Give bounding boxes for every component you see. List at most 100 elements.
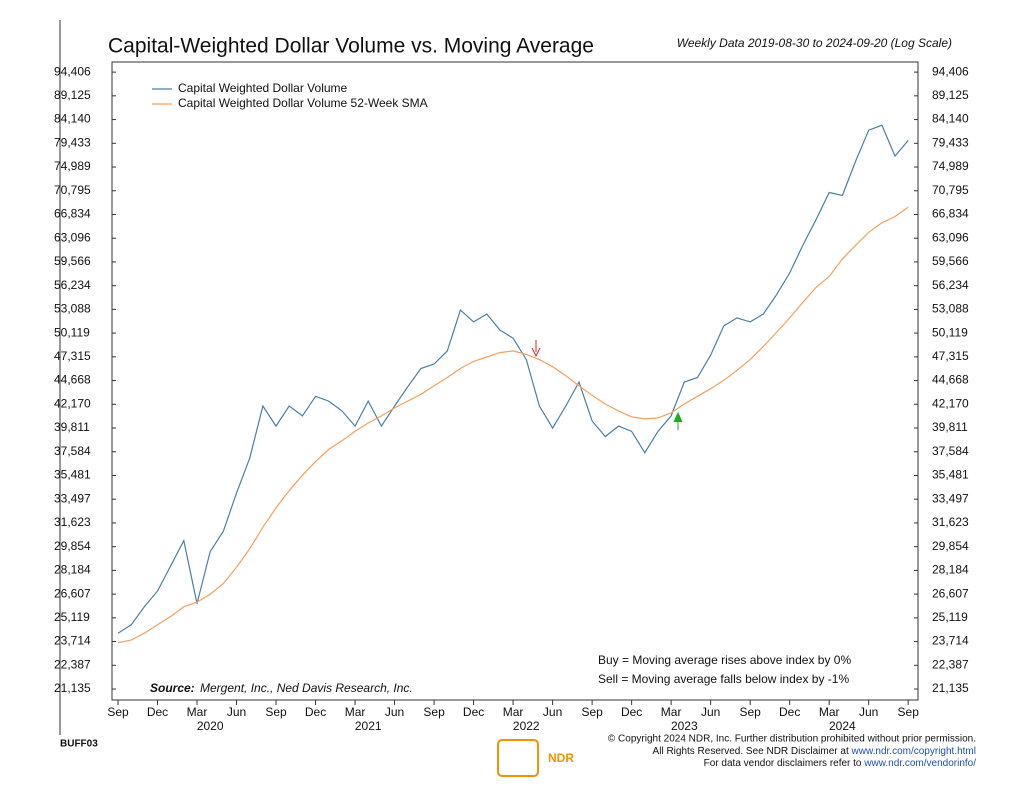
y-tick-label-right: 44,668 bbox=[932, 373, 969, 387]
y-tick-label: 66,834 bbox=[54, 207, 91, 221]
y-tick-label-right: 21,135 bbox=[932, 681, 969, 695]
y-tick-label-right: 89,125 bbox=[932, 88, 969, 102]
y-tick-label-right: 25,119 bbox=[932, 610, 968, 624]
x-tick-label: Dec bbox=[147, 705, 168, 719]
chart-title: Capital-Weighted Dollar Volume vs. Movin… bbox=[108, 35, 594, 58]
x-tick-label: Dec bbox=[779, 705, 800, 719]
x-tick-label: Dec bbox=[463, 705, 484, 719]
y-tick-label-right: 28,184 bbox=[932, 563, 969, 577]
y-tick-label: 42,170 bbox=[54, 396, 91, 410]
disclaimer-text: All Rights Reserved. See NDR Disclaimer … bbox=[653, 746, 849, 757]
x-tick-label: Mar bbox=[345, 705, 366, 719]
x-tick-label: Dec bbox=[305, 705, 326, 719]
y-tick-label: 31,623 bbox=[54, 515, 91, 529]
logo: NDR bbox=[497, 739, 574, 777]
legend-label: Capital Weighted Dollar Volume 52-Week S… bbox=[178, 96, 428, 110]
disclaimer-link[interactable]: www.ndr.com/copyright.html bbox=[851, 746, 977, 757]
x-tick-label: Sep bbox=[739, 705, 761, 719]
x-tick-label: Sep bbox=[581, 705, 603, 719]
copyright: © Copyright 2024 NDR, Inc. Further distr… bbox=[608, 734, 976, 745]
y-tick-label-right: 29,854 bbox=[932, 539, 969, 553]
year-label: 2024 bbox=[829, 719, 856, 733]
logo-text: NDR bbox=[548, 751, 574, 765]
year-label: 2022 bbox=[513, 719, 540, 733]
y-tick-label: 89,125 bbox=[54, 88, 91, 102]
y-tick-label-right: 31,623 bbox=[932, 515, 969, 529]
y-tick-label-right: 39,811 bbox=[932, 420, 968, 434]
source: Mergent, Inc., Ned Davis Research, Inc. bbox=[200, 681, 413, 695]
vendor-link[interactable]: www.ndr.com/vendorinfo/ bbox=[863, 758, 976, 769]
legend-label: Capital Weighted Dollar Volume bbox=[178, 81, 348, 95]
x-tick-label: Jun bbox=[385, 705, 404, 719]
x-tick-label: Sep bbox=[423, 705, 445, 719]
y-tick-label: 39,811 bbox=[54, 420, 90, 434]
y-tick-label: 56,234 bbox=[54, 278, 91, 292]
sell-arrow bbox=[531, 340, 541, 358]
y-tick-label: 50,119 bbox=[54, 325, 90, 339]
y-tick-label-right: 70,795 bbox=[932, 183, 969, 197]
x-tick-label: Mar bbox=[503, 705, 524, 719]
year-label: 2023 bbox=[671, 719, 698, 733]
y-tick-label: 53,088 bbox=[54, 302, 91, 316]
x-tick-label: Dec bbox=[621, 705, 642, 719]
y-tick-label-right: 33,497 bbox=[932, 491, 969, 505]
y-tick-label-right: 22,387 bbox=[932, 657, 969, 671]
disclaimer: All Rights Reserved. See NDR Disclaimer … bbox=[653, 746, 976, 757]
source-label: Source: bbox=[150, 681, 195, 695]
series-line bbox=[117, 124, 909, 634]
y-tick-label: 44,668 bbox=[54, 373, 91, 387]
y-tick-label-right: 63,096 bbox=[932, 230, 969, 244]
x-tick-label: Jun bbox=[701, 705, 720, 719]
buy-arrow bbox=[673, 411, 683, 430]
y-tick-label: 25,119 bbox=[54, 610, 90, 624]
year-label: 2021 bbox=[355, 719, 382, 733]
x-tick-label: Sep bbox=[898, 705, 920, 719]
y-tick-label-right: 53,088 bbox=[932, 302, 969, 316]
y-tick-label: 23,714 bbox=[54, 634, 91, 648]
series-line bbox=[117, 206, 909, 644]
chart-code: BUFF03 bbox=[60, 739, 98, 750]
y-tick-label: 63,096 bbox=[54, 230, 91, 244]
y-tick-label-right: 47,315 bbox=[932, 349, 969, 363]
y-tick-label: 59,566 bbox=[54, 254, 91, 268]
year-label: 2020 bbox=[197, 719, 224, 733]
x-tick-label: Jun bbox=[543, 705, 562, 719]
x-tick-label: Jun bbox=[227, 705, 246, 719]
x-tick-label: Mar bbox=[187, 705, 208, 719]
y-tick-label-right: 23,714 bbox=[932, 634, 969, 648]
y-tick-label: 33,497 bbox=[54, 491, 91, 505]
y-tick-label: 22,387 bbox=[54, 657, 91, 671]
y-tick-label: 35,481 bbox=[54, 468, 91, 482]
y-tick-label: 37,584 bbox=[54, 444, 91, 458]
x-tick-label: Jun bbox=[859, 705, 878, 719]
y-tick-label: 21,135 bbox=[54, 681, 91, 695]
y-tick-label: 26,607 bbox=[54, 586, 91, 600]
y-tick-label: 28,184 bbox=[54, 563, 91, 577]
y-tick-label-right: 56,234 bbox=[932, 278, 969, 292]
y-tick-label: 84,140 bbox=[54, 112, 91, 126]
x-tick-label: Sep bbox=[265, 705, 287, 719]
annotation: Buy = Moving average rises above index b… bbox=[598, 653, 851, 667]
y-tick-label-right: 66,834 bbox=[932, 207, 969, 221]
y-tick-label: 47,315 bbox=[54, 349, 91, 363]
y-tick-label: 74,989 bbox=[54, 159, 91, 173]
y-tick-label-right: 26,607 bbox=[932, 586, 969, 600]
x-tick-label: Mar bbox=[661, 705, 682, 719]
y-tick-label-right: 79,433 bbox=[932, 135, 969, 149]
y-tick-label-right: 35,481 bbox=[932, 468, 969, 482]
vendor-text: For data vendor disclaimers refer to bbox=[704, 758, 862, 769]
y-tick-label: 70,795 bbox=[54, 183, 91, 197]
chart-subtitle: Weekly Data 2019-08-30 to 2024-09-20 (Lo… bbox=[677, 36, 952, 50]
y-tick-label-right: 94,406 bbox=[932, 64, 969, 78]
annotation: Sell = Moving average falls below index … bbox=[598, 672, 849, 686]
y-tick-label-right: 84,140 bbox=[932, 112, 969, 126]
x-tick-label: Mar bbox=[819, 705, 840, 719]
y-tick-label-right: 74,989 bbox=[932, 159, 969, 173]
y-tick-label: 79,433 bbox=[54, 135, 91, 149]
vendor-info: For data vendor disclaimers refer to www… bbox=[704, 758, 977, 769]
y-tick-label: 29,854 bbox=[54, 539, 91, 553]
y-tick-label-right: 37,584 bbox=[932, 444, 969, 458]
y-tick-label-right: 42,170 bbox=[932, 396, 969, 410]
logo-icon bbox=[497, 739, 539, 777]
